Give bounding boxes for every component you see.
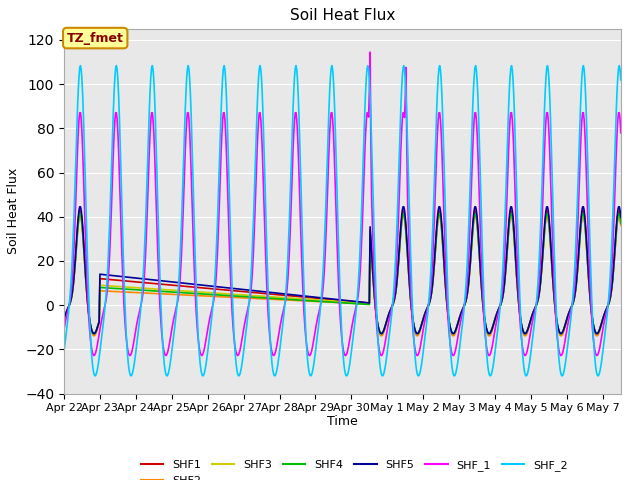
SHF2 [230,295,237,300]
Text: TZ_fmet: TZ_fmet [67,32,124,45]
SHF_1 [60,326,68,332]
SHF4 [60,316,68,322]
SHF3 [592,330,600,336]
SHF1 [483,324,490,330]
SHF3 [230,291,237,297]
Line: SHF_2: SHF_2 [64,66,621,376]
SHF3 [342,299,350,305]
SHF2 [483,326,490,332]
SHF4 [400,211,408,216]
SHF1 [90,331,98,336]
SHF1 [617,218,625,224]
SHF2 [400,213,408,218]
Line: SHF1: SHF1 [64,211,621,334]
SHF_1 [617,130,625,136]
SHF_1 [230,334,237,339]
SHF4 [617,220,625,226]
SHF5 [60,316,68,322]
SHF1 [400,208,408,214]
SHF3 [182,288,190,294]
SHF5 [182,280,190,286]
SHF5 [90,331,98,336]
SHF_1 [483,341,490,347]
Line: SHF5: SHF5 [64,207,621,334]
SHF_2 [92,373,99,379]
SHF2 [617,222,625,228]
Line: SHF3: SHF3 [64,214,621,334]
Line: SHF_1: SHF_1 [64,52,621,356]
SHF3 [617,220,625,226]
SHF3 [483,324,490,330]
SHF4 [90,331,98,336]
SHF2 [90,333,98,339]
SHF5 [483,324,490,330]
SHF_1 [573,233,581,239]
SHF3 [60,316,68,322]
Y-axis label: Soil Heat Flux: Soil Heat Flux [6,168,20,254]
SHF1 [342,298,350,304]
SHF5 [617,215,625,220]
SHF4 [230,293,237,299]
SHF_1 [342,352,350,358]
SHF_2 [182,88,190,94]
SHF3 [90,331,98,336]
SHF5 [400,204,408,210]
SHF1 [60,316,68,322]
Legend: SHF1, SHF2, SHF3, SHF4, SHF5, SHF_1, SHF_2: SHF1, SHF2, SHF3, SHF4, SHF5, SHF_1, SHF… [136,456,572,480]
SHF4 [573,269,581,275]
SHF1 [573,269,581,275]
SHF_2 [573,199,581,204]
SHF_2 [483,342,490,348]
X-axis label: Time: Time [327,415,358,428]
SHF1 [182,284,190,289]
SHF_2 [617,77,625,83]
Line: SHF4: SHF4 [64,214,621,334]
SHF1 [592,330,600,336]
SHF4 [592,330,600,336]
SHF_2 [364,63,372,69]
Line: SHF2: SHF2 [64,216,621,336]
SHF3 [573,269,581,275]
SHF3 [400,211,408,216]
SHF_1 [90,353,98,359]
SHF_2 [342,373,350,379]
SHF5 [573,267,581,273]
SHF2 [182,292,190,298]
SHF5 [342,298,350,303]
SHF1 [230,288,237,294]
SHF_2 [60,349,68,355]
SHF2 [60,317,68,323]
SHF2 [592,333,600,338]
SHF4 [182,290,190,296]
SHF_2 [230,329,237,335]
SHF4 [342,300,350,306]
SHF_2 [592,367,600,373]
SHF5 [592,330,600,336]
Title: Soil Heat Flux: Soil Heat Flux [290,9,395,24]
SHF_1 [592,352,600,358]
SHF_1 [366,49,374,55]
SHF4 [483,324,490,330]
SHF5 [230,286,237,291]
SHF_1 [182,131,190,136]
SHF2 [573,270,581,276]
SHF2 [342,300,350,306]
